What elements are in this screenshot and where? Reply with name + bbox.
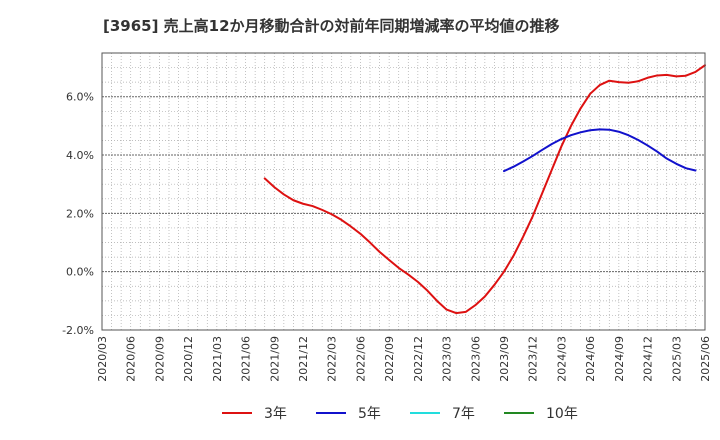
y-tick-label: 6.0% [66, 91, 94, 104]
legend-label: 7年 [452, 406, 475, 422]
legend: 3年 5年 7年 10年 [222, 406, 578, 422]
plot-area [101, 52, 706, 331]
x-tick-label: 2020/03 [96, 336, 109, 382]
x-tick-label: 2024/12 [642, 336, 655, 382]
plot-background [102, 53, 705, 330]
x-tick-label: 2023/06 [469, 336, 482, 382]
x-tick-label: 2022/06 [354, 336, 367, 382]
chart-title: [3965] 売上高12か月移動合計の対前年同期増減率の平均値の推移 [103, 17, 560, 35]
x-tick-label: 2020/12 [182, 336, 195, 382]
y-tick-label: -2.0% [62, 324, 94, 337]
x-tick-label: 2023/12 [527, 336, 540, 382]
x-tick-label: 2022/12 [412, 336, 425, 382]
y-tick-label: 0.0% [66, 266, 94, 279]
y-axis: -2.0% 0.0% 2.0% 4.0% 6.0% [62, 91, 94, 337]
x-tick-label: 2021/06 [240, 336, 253, 382]
legend-label: 10年 [546, 406, 578, 422]
x-tick-label: 2022/09 [383, 336, 396, 382]
y-tick-label: 2.0% [66, 207, 94, 220]
x-tick-label: 2024/03 [555, 336, 568, 382]
x-tick-label: 2025/06 [699, 336, 712, 382]
x-tick-label: 2024/09 [613, 336, 626, 382]
legend-label: 3年 [264, 406, 287, 422]
y-tick-label: 4.0% [66, 149, 94, 162]
x-tick-label: 2020/06 [125, 336, 138, 382]
series-line-5年 [503, 128, 697, 173]
x-tick-label: 2022/03 [326, 336, 339, 382]
x-tick-label: 2023/03 [441, 336, 454, 382]
series-lines [263, 64, 706, 315]
x-tick-label: 2021/03 [211, 336, 224, 382]
grid-lines [102, 53, 705, 331]
x-tick-label: 2021/12 [297, 336, 310, 382]
x-tick-label: 2025/03 [670, 336, 683, 382]
x-axis: 2020/03 2020/06 2020/09 2020/12 2021/03 2021/… [96, 336, 712, 382]
x-tick-label: 2024/06 [584, 336, 597, 382]
plot-border [101, 52, 706, 331]
series-line-3年 [263, 64, 706, 315]
legend-label: 5年 [358, 406, 381, 422]
x-tick-label: 2021/09 [268, 336, 281, 382]
x-tick-label: 2023/09 [498, 336, 511, 382]
x-tick-label: 2020/09 [153, 336, 166, 382]
